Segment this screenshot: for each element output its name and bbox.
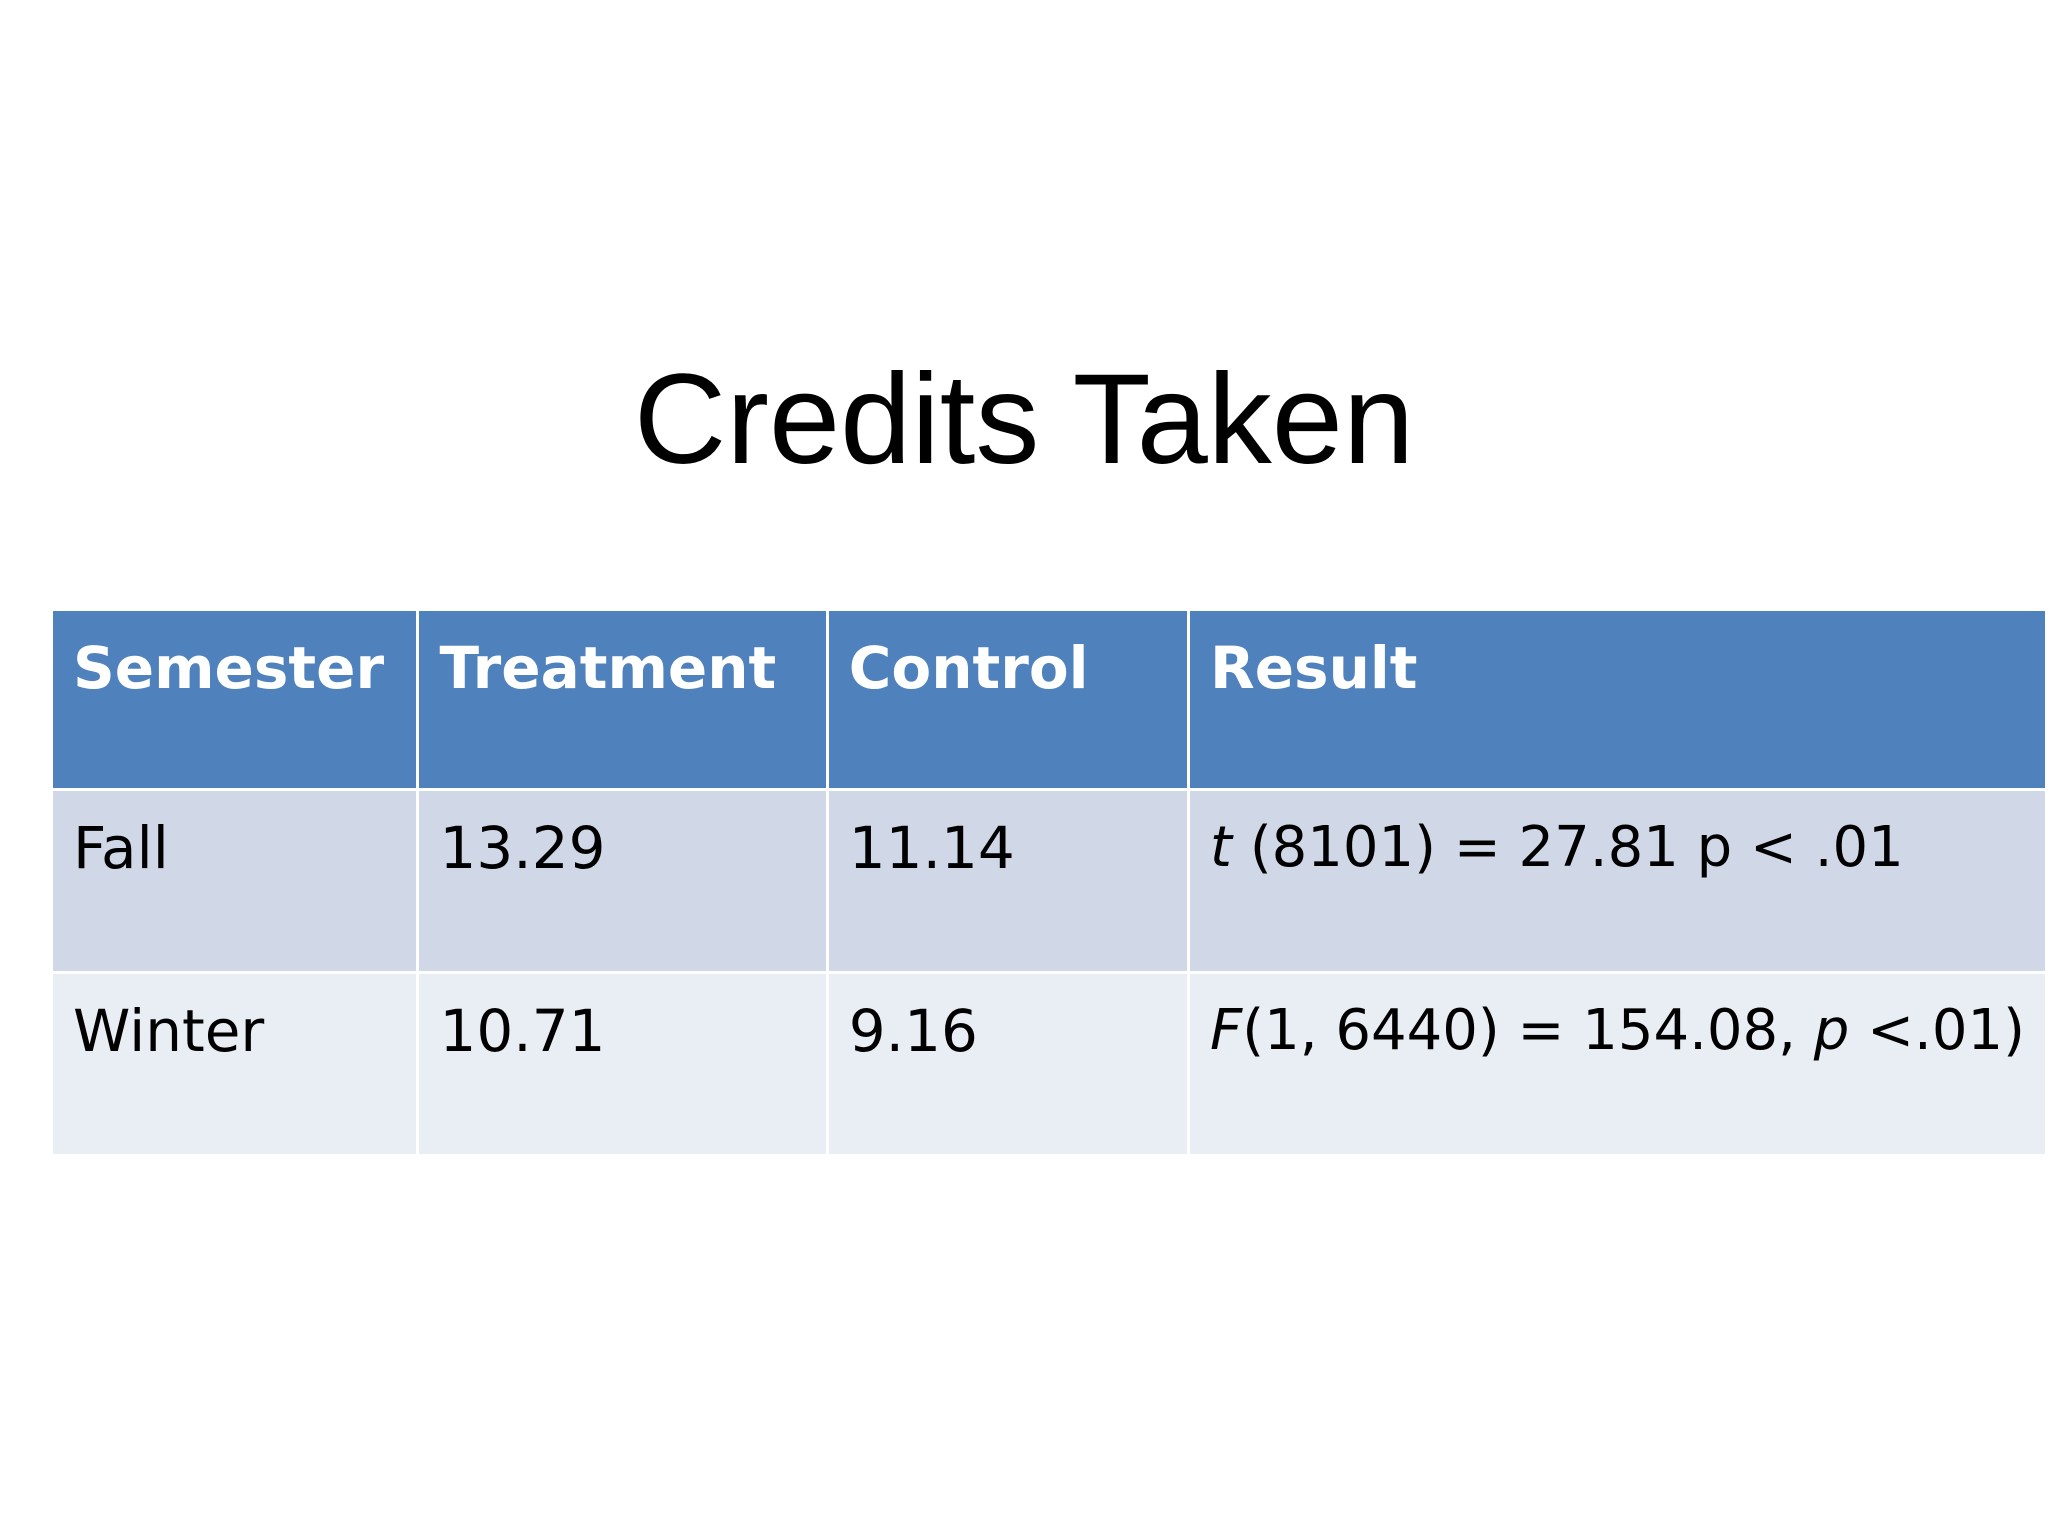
- control-cell: 11.14: [825, 788, 1191, 974]
- semester-cell: Fall: [49, 788, 420, 974]
- slide-title: Credits Taken: [633, 348, 1415, 491]
- table-header-row: Semester Treatment Control Result: [49, 608, 2048, 791]
- stat-symbol: t: [1210, 815, 1233, 880]
- p-text: <.01): [1849, 998, 2025, 1063]
- credits-table: Semester Treatment Control Result Fall 1…: [49, 608, 2048, 1157]
- stat-symbol: F: [1210, 998, 1243, 1063]
- header-semester: Semester: [49, 608, 420, 791]
- header-result: Result: [1187, 608, 2048, 791]
- table-row: Winter 10.71 9.16 F(1, 6440) = 154.08, p…: [49, 971, 2048, 1157]
- semester-cell: Winter: [49, 971, 420, 1157]
- stat-text: (8101) = 27.81 p < .01: [1232, 815, 1904, 880]
- table-row: Fall 13.29 11.14 t (8101) = 27.81 p < .0…: [49, 788, 2048, 974]
- header-control: Control: [825, 608, 1191, 791]
- control-cell: 9.16: [825, 971, 1191, 1157]
- p-symbol: p: [1813, 998, 1850, 1063]
- stat-text: (1, 6440) = 154.08,: [1242, 998, 1814, 1063]
- header-treatment: Treatment: [416, 608, 829, 791]
- result-cell: t (8101) = 27.81 p < .01: [1187, 788, 2048, 974]
- treatment-cell: 10.71: [416, 971, 829, 1157]
- treatment-cell: 13.29: [416, 788, 829, 974]
- result-cell: F(1, 6440) = 154.08, p <.01): [1187, 971, 2048, 1157]
